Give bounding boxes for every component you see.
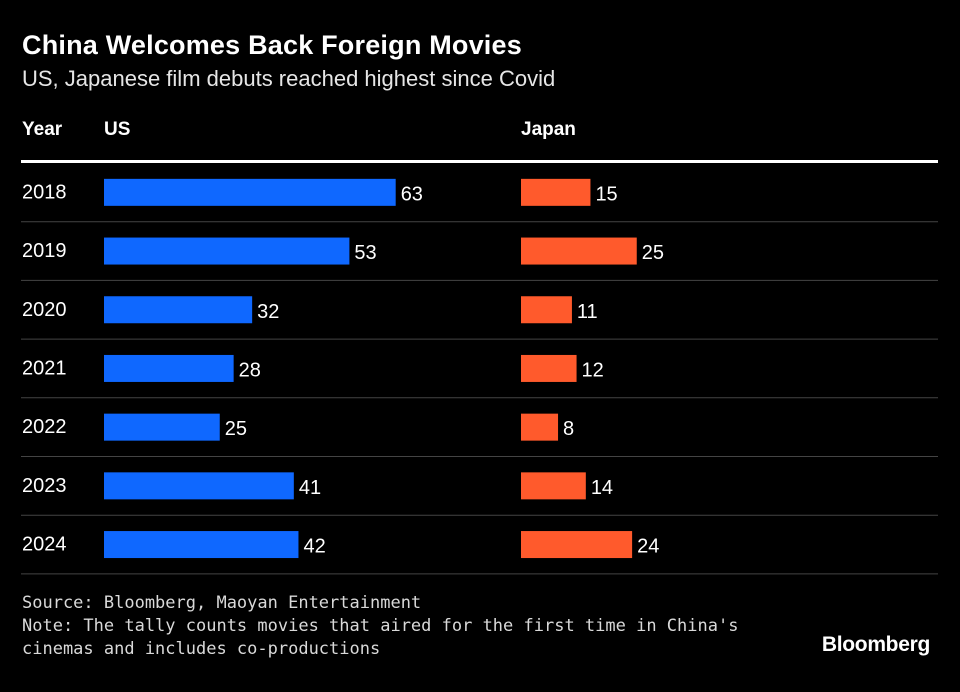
year-label-2018: 2018 — [22, 181, 67, 203]
chart-title: China Welcomes Back Foreign Movies — [22, 30, 522, 60]
value-label-japan-2023: 14 — [591, 477, 613, 499]
value-label-japan-2019: 25 — [642, 242, 664, 264]
value-label-japan-2021: 12 — [582, 359, 604, 381]
year-label-2022: 2022 — [22, 416, 67, 438]
value-label-japan-2024: 24 — [637, 536, 659, 558]
column-header-us: US — [104, 119, 131, 140]
bar-us-2024 — [104, 531, 299, 559]
bloomberg-logo: Bloomberg — [821, 633, 930, 656]
value-label-japan-2018: 15 — [595, 183, 617, 205]
source-note: Source: Bloomberg, Maoyan Entertainment — [22, 593, 422, 613]
year-label-2020: 2020 — [22, 299, 67, 321]
value-label-us-2021: 28 — [239, 359, 261, 381]
value-label-us-2023: 41 — [299, 477, 321, 499]
year-label-2021: 2021 — [22, 357, 67, 379]
column-header-japan: Japan — [521, 119, 576, 140]
value-label-japan-2022: 8 — [563, 418, 574, 440]
bar-japan-2020 — [521, 296, 572, 324]
bar-us-2020 — [104, 296, 253, 324]
year-label-2019: 2019 — [22, 240, 67, 262]
bar-japan-2018 — [521, 178, 591, 206]
bar-japan-2021 — [521, 354, 577, 382]
value-label-us-2018: 63 — [401, 183, 423, 205]
chart-subtitle: US, Japanese film debuts reached highest… — [22, 66, 556, 91]
value-label-us-2024: 42 — [303, 536, 325, 558]
year-label-2024: 2024 — [22, 534, 67, 556]
bar-japan-2019 — [521, 237, 637, 265]
value-label-us-2020: 32 — [257, 301, 279, 323]
bar-us-2018 — [104, 178, 396, 206]
column-header-year: Year — [22, 119, 63, 140]
bar-us-2023 — [104, 472, 294, 500]
value-label-japan-2020: 11 — [577, 301, 598, 323]
year-label-2023: 2023 — [22, 475, 67, 497]
bar-us-2021 — [104, 354, 234, 382]
bar-japan-2022 — [521, 413, 559, 441]
value-label-us-2022: 25 — [225, 418, 247, 440]
bar-japan-2024 — [521, 531, 633, 559]
bar-us-2019 — [104, 237, 350, 265]
bar-japan-2023 — [521, 472, 586, 500]
value-label-us-2019: 53 — [354, 242, 376, 264]
header-rule — [21, 160, 938, 163]
note-line-1: Note: The tally counts movies that aired… — [22, 616, 739, 636]
note-line-2: cinemas and includes co-productions — [22, 639, 381, 659]
bar-us-2022 — [104, 413, 220, 441]
